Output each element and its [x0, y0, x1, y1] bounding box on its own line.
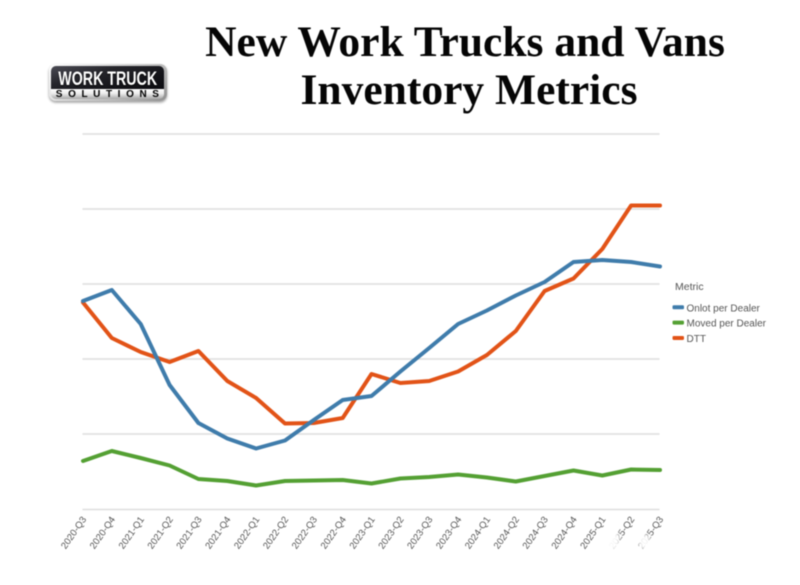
svg-text:2022-Q1: 2022-Q1 — [232, 515, 262, 552]
svg-text:2021-Q3: 2021-Q3 — [174, 515, 204, 552]
svg-text:2023-Q1: 2023-Q1 — [348, 515, 378, 552]
svg-text:2021-Q4: 2021-Q4 — [203, 515, 233, 552]
svg-text:2020-Q3: 2020-Q3 — [59, 515, 89, 552]
svg-text:2024-Q2: 2024-Q2 — [492, 515, 522, 552]
svg-text:2021-Q2: 2021-Q2 — [146, 515, 176, 552]
svg-text:2023-Q2: 2023-Q2 — [376, 515, 406, 552]
svg-text:2024-Q3: 2024-Q3 — [521, 515, 551, 552]
svg-text:2020-Q4: 2020-Q4 — [88, 515, 118, 552]
svg-text:2023-Q4: 2023-Q4 — [434, 515, 464, 552]
svg-text:Onlot per Dealer: Onlot per Dealer — [687, 303, 761, 314]
svg-text:2022-Q4: 2022-Q4 — [319, 515, 349, 552]
svg-text:2024-Q4: 2024-Q4 — [550, 515, 580, 552]
svg-text:2022-Q2: 2022-Q2 — [261, 515, 291, 552]
svg-text:2021-Q1: 2021-Q1 — [117, 515, 147, 552]
svg-text:Metric: Metric — [675, 281, 704, 293]
svg-text:2024-Q1: 2024-Q1 — [463, 515, 493, 552]
svg-text:2022-Q3: 2022-Q3 — [290, 515, 320, 552]
svg-text:DTT: DTT — [687, 334, 706, 345]
svg-text:2023-Q3: 2023-Q3 — [405, 515, 435, 552]
svg-text:Moved per Dealer: Moved per Dealer — [687, 319, 767, 330]
